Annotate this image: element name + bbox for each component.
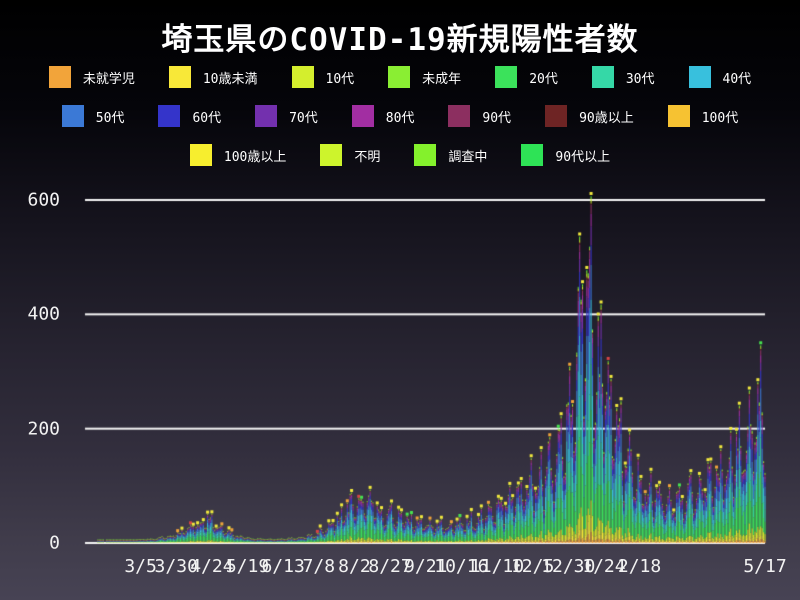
x-axis-label: 1/24 [582, 556, 626, 577]
x-axis-label: 8/2 [338, 556, 371, 577]
x-axis-label: 8/27 [368, 556, 412, 577]
x-axis-label: 3/5 [124, 556, 157, 577]
x-axis-label: 9/21 [404, 556, 448, 577]
x-axis-label: 12/5 [510, 556, 555, 577]
x-axis-label: 5/19 [225, 556, 270, 577]
x-axis-label: 11/10 [469, 556, 525, 577]
x-axis-label: 3/30 [154, 556, 198, 577]
y-axis-label: 0 [49, 532, 60, 554]
x-axis-label: 7/8 [302, 556, 336, 577]
y-axis-label: 600 [27, 189, 60, 211]
x-axis-label: 4/24 [190, 556, 234, 577]
x-axis-label: 12/30 [541, 556, 596, 577]
x-axis-label: 5/17 [743, 556, 787, 577]
x-axis-label: 10/16 [434, 556, 489, 577]
y-axis-label: 400 [27, 303, 60, 325]
x-axis-label: 2/18 [617, 556, 662, 577]
x-axis-label: 6/13 [261, 556, 305, 577]
y-axis-label: 200 [27, 418, 60, 440]
